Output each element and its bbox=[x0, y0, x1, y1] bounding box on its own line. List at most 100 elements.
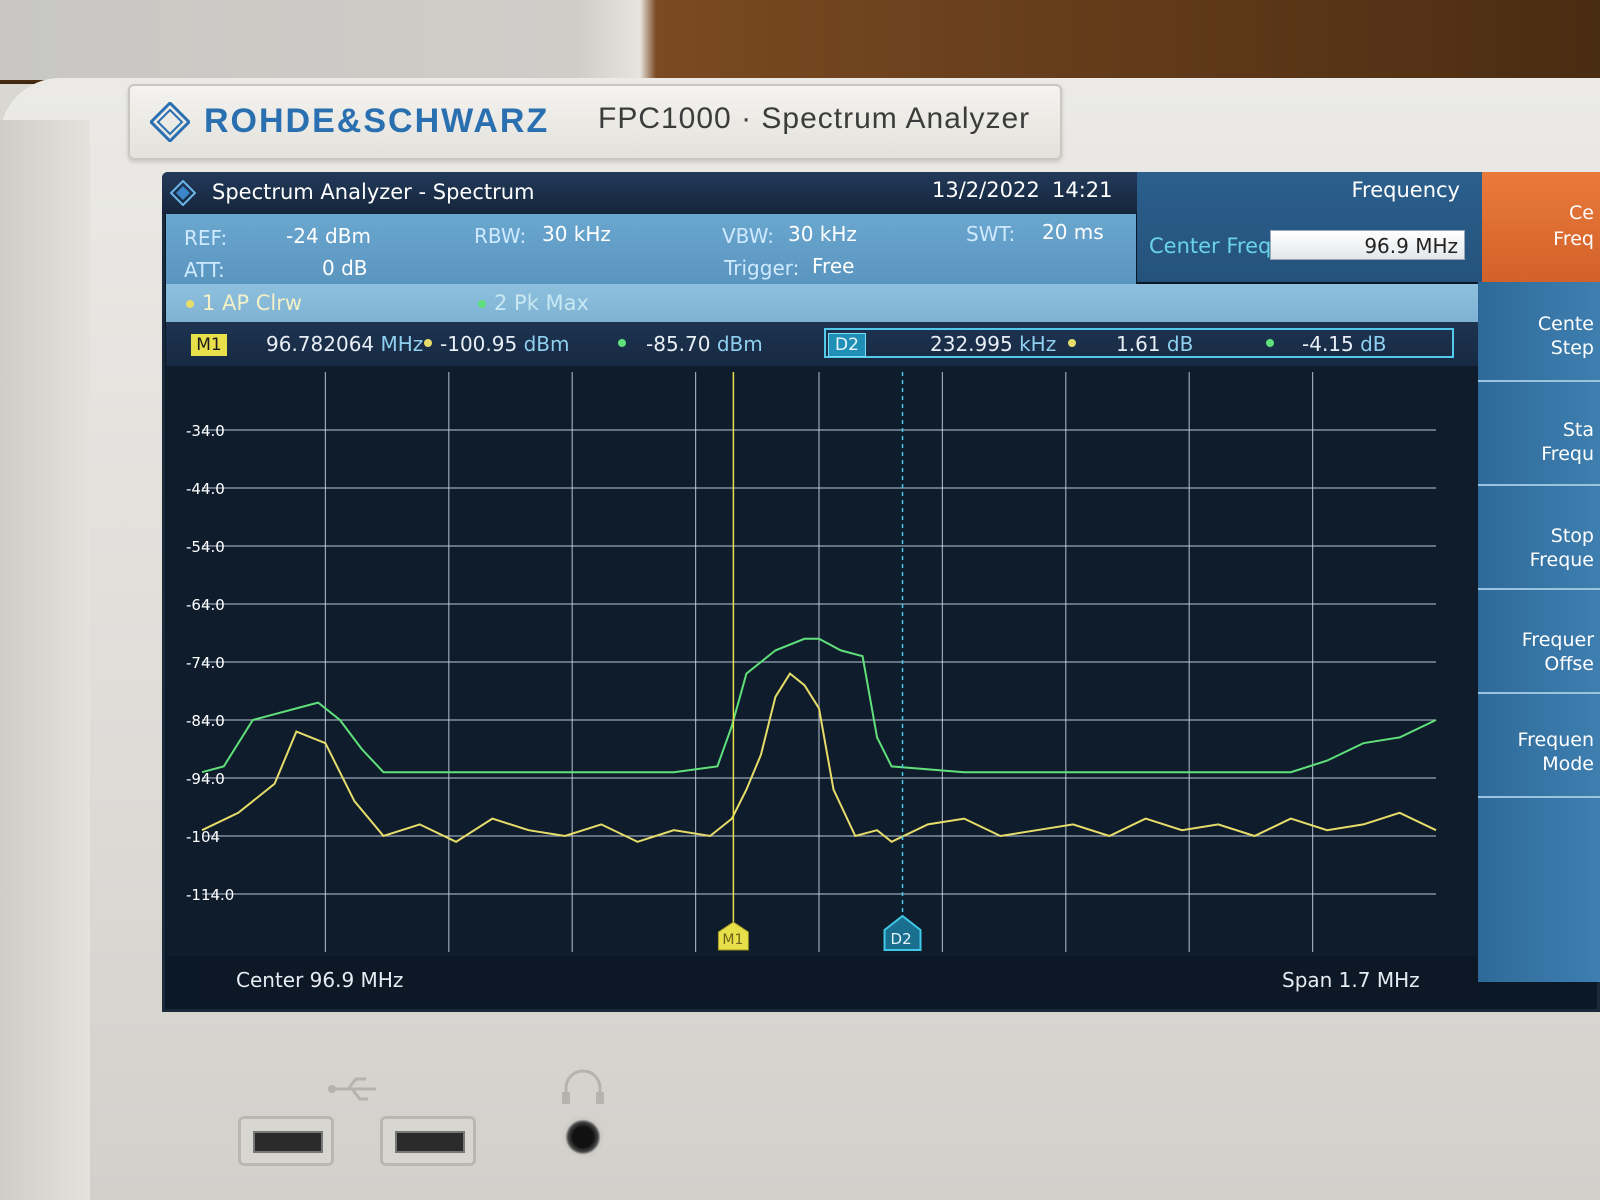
d2-freq: 232.995 kHz bbox=[930, 332, 1056, 356]
trace-line-2 bbox=[201, 637, 1437, 774]
softkey-center-step[interactable]: Cente Step bbox=[1478, 282, 1600, 382]
marker-m1-flag-label: M1 bbox=[722, 932, 743, 948]
softkey-center-step-line1: Cente bbox=[1537, 313, 1594, 335]
brand-plate: ROHDE&SCHWARZ FPC1000 · Spectrum Analyze… bbox=[128, 84, 1062, 160]
d2-freq-unit: kHz bbox=[1019, 332, 1057, 356]
softkey-frequency-offset-line2: Offse bbox=[1544, 653, 1594, 675]
y-tick-label: -74.0 bbox=[186, 654, 225, 672]
rbw-label: RBW: bbox=[474, 224, 527, 248]
frequency-menu-header: Frequency Center Freq 96.9 MHz bbox=[1137, 172, 1482, 282]
softkey-start-frequency-line1: Sta bbox=[1562, 419, 1594, 441]
marker-m1-badge[interactable]: M1 bbox=[191, 334, 227, 356]
center-freq-input[interactable]: 96.9 MHz bbox=[1270, 230, 1465, 260]
d2-level1: 1.61 dB bbox=[1116, 332, 1193, 356]
y-tick-label: -104 bbox=[186, 828, 220, 846]
rs-logo-icon bbox=[150, 102, 190, 142]
y-tick-label: -44.0 bbox=[186, 480, 225, 498]
y-tick-label: -34.0 bbox=[186, 422, 225, 440]
softkey-frequency-offset[interactable]: Frequer Offse bbox=[1478, 594, 1600, 694]
trace-bar: 1 AP Clrw 2 Pk Max bbox=[166, 284, 1478, 322]
usb-slot-1 bbox=[253, 1131, 323, 1153]
m1-level2: -85.70 dBm bbox=[646, 332, 763, 356]
marker-m1-flag bbox=[717, 921, 749, 951]
parameter-panel: REF: -24 dBm ATT: 0 dB RBW: 30 kHz VBW: … bbox=[166, 214, 1136, 284]
usb-port-1 bbox=[238, 1116, 334, 1166]
rbw-value[interactable]: 30 kHz bbox=[542, 222, 611, 246]
softkey-frequency-mode-line2: Mode bbox=[1542, 753, 1594, 775]
m1-level2-unit: dBm bbox=[716, 332, 763, 356]
marker-d2-badge[interactable]: D2 bbox=[828, 333, 866, 357]
date-label: 13/2/2022 bbox=[932, 178, 1040, 202]
att-label: ATT: bbox=[184, 258, 225, 282]
analyzer-screen: Spectrum Analyzer - Spectrum 13/2/2022 1… bbox=[162, 172, 1600, 1012]
y-tick-label: -114.0 bbox=[186, 886, 234, 904]
m1-level1-unit: dBm bbox=[523, 332, 570, 356]
softkey-stop-frequency-line1: Stop bbox=[1550, 525, 1594, 547]
marker-d2-flag-label: D2 bbox=[891, 930, 912, 948]
trace1-dot-icon bbox=[186, 300, 194, 308]
softkey-stop-frequency[interactable]: Stop Freque bbox=[1478, 490, 1600, 590]
marker-bar: M1 96.782064 MHz -100.95 dBm -85.70 dBm … bbox=[166, 322, 1478, 366]
ref-label: REF: bbox=[184, 226, 228, 250]
m1-level1: -100.95 dBm bbox=[440, 332, 569, 356]
y-tick-label: -94.0 bbox=[186, 770, 225, 788]
swt-value[interactable]: 20 ms bbox=[1042, 220, 1104, 244]
d2-level1-value: 1.61 bbox=[1116, 332, 1161, 356]
d2-level2-unit: dB bbox=[1360, 332, 1387, 356]
d2-trace2-dot-icon bbox=[1266, 339, 1274, 347]
softkey-center-freq-line1: Ce bbox=[1569, 202, 1594, 224]
device-bezel-left bbox=[0, 120, 90, 1200]
att-value[interactable]: 0 dB bbox=[322, 256, 368, 280]
trigger-value[interactable]: Free bbox=[812, 254, 855, 278]
usb-port-2 bbox=[380, 1116, 476, 1166]
app-title: Spectrum Analyzer - Spectrum bbox=[212, 180, 535, 204]
rs-app-icon bbox=[170, 180, 196, 206]
headphone-icon bbox=[562, 1069, 604, 1104]
trace2-label[interactable]: 2 Pk Max bbox=[494, 291, 589, 315]
center-frequency-label: Center 96.9 MHz bbox=[236, 968, 404, 992]
vbw-label: VBW: bbox=[722, 224, 775, 248]
softkey-frequency-mode-line1: Frequen bbox=[1517, 729, 1594, 751]
d2-level2: -4.15 dB bbox=[1302, 332, 1387, 356]
m1-freq: 96.782064 MHz bbox=[266, 332, 423, 356]
trace1-label[interactable]: 1 AP Clrw bbox=[202, 291, 303, 315]
vbw-value[interactable]: 30 kHz bbox=[788, 222, 857, 246]
softkey-frequency-mode[interactable]: Frequen Mode bbox=[1478, 698, 1600, 798]
span-bar: Center 96.9 MHz Span 1.7 MHz bbox=[202, 956, 1478, 1000]
softkey-column: Cente Step Sta Frequ Stop Freque Frequer… bbox=[1478, 282, 1600, 982]
headphone-jack bbox=[562, 1116, 604, 1158]
m1-freq-value: 96.782064 bbox=[266, 332, 375, 356]
background-wall bbox=[0, 0, 1600, 80]
y-tick-label: -54.0 bbox=[186, 538, 225, 556]
d2-trace1-dot-icon bbox=[1068, 339, 1076, 347]
brand-name: ROHDE&SCHWARZ bbox=[204, 102, 550, 140]
softkey-frequency-offset-line1: Frequer bbox=[1521, 629, 1594, 651]
m1-freq-unit: MHz bbox=[380, 332, 424, 356]
frequency-menu-title: Frequency bbox=[1351, 178, 1461, 202]
m1-level2-value: -85.70 bbox=[646, 332, 711, 356]
title-bar: Spectrum Analyzer - Spectrum 13/2/2022 1… bbox=[162, 172, 1137, 214]
softkey-center-freq-line2: Freq bbox=[1553, 228, 1594, 250]
d2-level1-unit: dB bbox=[1166, 332, 1194, 356]
ref-value[interactable]: -24 dBm bbox=[286, 224, 371, 248]
softkey-center-step-line2: Step bbox=[1550, 337, 1594, 359]
spectrum-plot[interactable]: -34.0 -44.0 -54.0 -64.0 -74.0 -84.0 -94.0 -104 -… bbox=[166, 366, 1478, 956]
trigger-label: Trigger: bbox=[724, 256, 800, 280]
y-tick-label: -84.0 bbox=[186, 712, 225, 730]
spectrum-chart[interactable]: -34.0 -44.0 -54.0 -64.0 -74.0 -84.0 -94.0 -104 -… bbox=[166, 366, 1478, 956]
trace-line-1 bbox=[201, 672, 1437, 843]
d2-readout-box bbox=[824, 328, 1454, 358]
softkey-start-frequency-line2: Frequ bbox=[1541, 443, 1594, 465]
softkey-stop-frequency-line2: Freque bbox=[1529, 549, 1594, 571]
span-label: Span 1.7 MHz bbox=[1282, 968, 1420, 992]
m1-level1-value: -100.95 bbox=[440, 332, 518, 356]
m1-trace1-dot-icon bbox=[424, 339, 432, 347]
m1-trace2-dot-icon bbox=[618, 339, 626, 347]
y-tick-label: -64.0 bbox=[186, 596, 225, 614]
softkey-center-freq[interactable]: Ce Freq bbox=[1482, 172, 1600, 282]
d2-level2-value: -4.15 bbox=[1302, 332, 1354, 356]
usb-symbol-icon bbox=[328, 1077, 376, 1101]
time-label: 14:21 bbox=[1052, 178, 1113, 202]
softkey-start-frequency[interactable]: Sta Frequ bbox=[1478, 386, 1600, 486]
usb-slot-2 bbox=[395, 1131, 465, 1153]
